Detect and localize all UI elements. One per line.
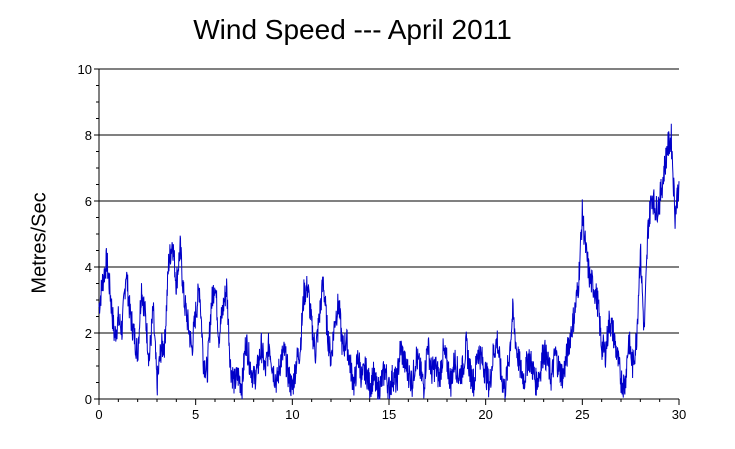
y-axis-ticks: 0 2 4 6 8 10 (78, 62, 99, 407)
x-tick-label: 0 (95, 407, 102, 422)
y-tick-label: 2 (85, 326, 92, 341)
y-tick-label: 10 (78, 62, 92, 77)
axes (98, 69, 679, 400)
series-group (98, 123, 680, 400)
x-tick-label: 20 (478, 407, 492, 422)
y-tick-label: 6 (85, 194, 92, 209)
x-tick-label: 10 (285, 407, 299, 422)
x-tick-label: 25 (575, 407, 589, 422)
x-tick-label: 15 (382, 407, 396, 422)
chart-title: Wind Speed --- April 2011 (193, 14, 512, 45)
y-tick-label: 8 (85, 128, 92, 143)
y-tick-label: 4 (85, 260, 92, 275)
y-tick-label: 0 (85, 392, 92, 407)
x-tick-label: 30 (672, 407, 686, 422)
x-axis-ticks: 0 5 10 15 20 25 30 (95, 399, 686, 422)
gridlines (99, 68, 679, 334)
series-line (98, 123, 680, 400)
x-tick-label: 5 (192, 407, 199, 422)
